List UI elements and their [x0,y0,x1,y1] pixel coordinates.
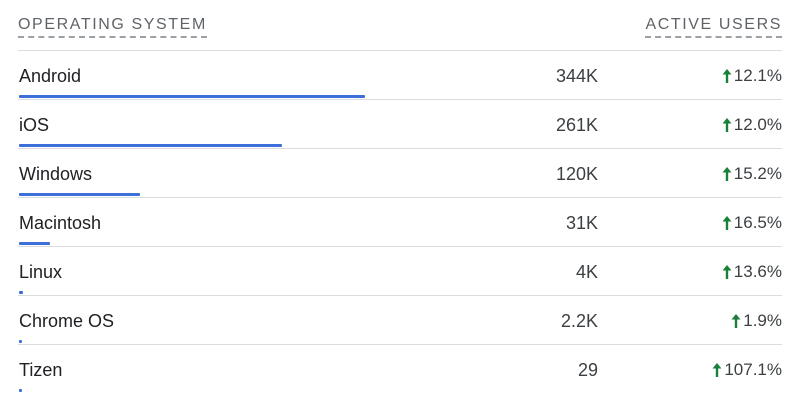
operating-system-column-header[interactable]: OPERATING SYSTEM [18,16,207,38]
share-bar [19,95,365,98]
up-arrow-icon [722,216,732,230]
table-row[interactable]: Tizen 29 107.1% [18,345,782,393]
active-users-value: 29 [577,360,598,380]
change-indicator: 12.1% [722,65,782,87]
share-bar [19,144,282,147]
active-users-value: 2.2K [560,311,598,331]
table-row[interactable]: iOS 261K 12.0% [18,100,782,149]
table-row[interactable]: Chrome OS 2.2K 1.9% [18,296,782,345]
up-arrow-icon [731,314,741,328]
os-name: Windows [19,164,93,184]
active-users-value: 120K [555,164,598,184]
change-percent: 12.1% [733,66,782,85]
change-indicator: 107.1% [712,359,782,381]
os-name: iOS [19,115,50,135]
os-table-body: Android 344K 12.1% iOS 261K 12.0% Window… [18,51,782,393]
active-users-value: 261K [555,115,598,135]
change-percent: 15.2% [733,164,782,183]
os-name: Linux [19,262,63,282]
table-row[interactable]: Macintosh 31K 16.5% [18,198,782,247]
change-indicator: 12.0% [722,114,782,136]
change-percent: 12.0% [733,115,782,134]
active-users-column-header[interactable]: ACTIVE USERS [645,16,782,38]
share-bar [19,193,140,196]
share-bar [19,389,22,392]
os-name: Macintosh [19,213,102,233]
os-name: Android [19,66,82,86]
change-percent: 1.9% [743,311,782,330]
up-arrow-icon [722,69,732,83]
change-indicator: 15.2% [722,163,782,185]
change-percent: 16.5% [733,213,782,232]
change-indicator: 1.9% [731,310,782,332]
table-header: OPERATING SYSTEM ACTIVE USERS [18,0,782,51]
up-arrow-icon [722,265,732,279]
table-row[interactable]: Android 344K 12.1% [18,51,782,100]
table-row[interactable]: Linux 4K 13.6% [18,247,782,296]
up-arrow-icon [722,118,732,132]
os-name: Tizen [19,360,63,380]
change-percent: 107.1% [724,360,782,379]
share-bar [19,340,22,343]
active-users-value: 4K [575,262,598,282]
active-users-value: 31K [565,213,598,233]
change-percent: 13.6% [733,262,782,281]
share-bar [19,242,50,245]
table-row[interactable]: Windows 120K 15.2% [18,149,782,198]
change-indicator: 16.5% [722,212,782,234]
active-users-value: 344K [555,66,598,86]
os-name: Chrome OS [19,311,115,331]
up-arrow-icon [712,363,722,377]
share-bar [19,291,23,294]
change-indicator: 13.6% [722,261,782,283]
up-arrow-icon [722,167,732,181]
